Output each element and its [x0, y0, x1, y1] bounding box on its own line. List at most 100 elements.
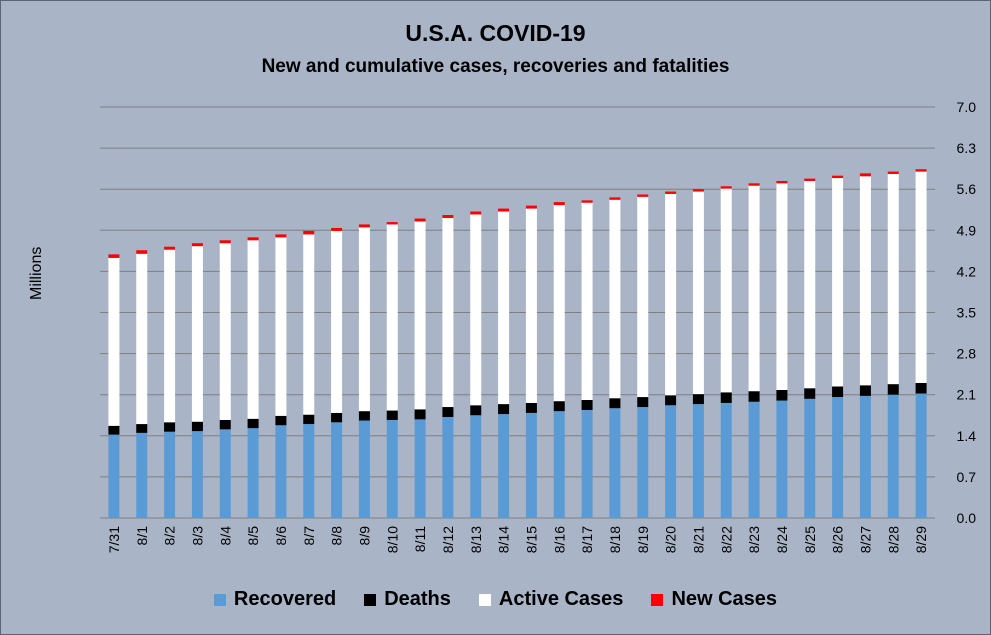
bar-new-cases	[191, 243, 203, 247]
bar-deaths	[692, 394, 704, 405]
bar-new-cases	[692, 189, 704, 192]
bar-deaths	[275, 415, 287, 426]
bar-deaths	[442, 407, 454, 418]
bar-recovered	[776, 400, 788, 518]
x-tick-label: 8/6	[273, 526, 289, 546]
bar-recovered	[247, 428, 259, 518]
bar-deaths	[581, 399, 593, 410]
legend-swatch-recovered	[213, 593, 226, 606]
x-tick-label: 8/26	[830, 526, 846, 553]
bar-recovered	[386, 419, 398, 518]
bar-recovered	[915, 393, 927, 518]
bar-active-cases	[553, 205, 565, 402]
bar-recovered	[887, 394, 899, 518]
bar-active-cases	[164, 249, 176, 423]
x-tick-label: 8/20	[663, 526, 679, 553]
bar-deaths	[887, 384, 899, 395]
bar-active-cases	[859, 176, 871, 386]
y-tick-label: 0.7	[957, 469, 977, 485]
bar-deaths	[553, 401, 565, 412]
bar-active-cases	[442, 217, 454, 408]
bar-deaths	[414, 409, 426, 420]
bar-new-cases	[637, 194, 649, 197]
bar-active-cases	[748, 185, 760, 392]
bar-active-cases	[915, 171, 927, 383]
bar-active-cases	[609, 199, 621, 399]
bar-recovered	[219, 429, 231, 518]
bar-deaths	[191, 421, 203, 432]
x-tick-label: 8/27	[857, 526, 873, 553]
bar-recovered	[275, 425, 287, 518]
bar-deaths	[358, 411, 370, 421]
x-tick-label: 8/18	[607, 526, 623, 553]
legend-item-active-cases: Active Cases	[478, 588, 624, 611]
bar-active-cases	[219, 243, 231, 420]
bar-active-cases	[637, 196, 649, 398]
x-tick-label: 8/8	[329, 526, 345, 546]
bar-recovered	[804, 398, 816, 518]
x-tick-label: 8/2	[162, 526, 178, 546]
x-tick-label: 8/17	[579, 526, 595, 553]
bar-recovered	[108, 434, 120, 518]
bar-active-cases	[887, 173, 899, 385]
bar-recovered	[665, 405, 677, 518]
y-tick-label: 2.8	[957, 346, 977, 362]
x-tick-label: 8/29	[913, 526, 929, 553]
bar-active-cases	[414, 221, 426, 410]
bar-active-cases	[358, 227, 370, 412]
bar-new-cases	[804, 178, 816, 181]
bar-active-cases	[275, 237, 287, 416]
bar-new-cases	[609, 197, 621, 200]
bar-recovered	[358, 420, 370, 518]
bar-recovered	[442, 417, 454, 518]
legend-swatch-active-cases	[478, 593, 491, 606]
bar-recovered	[859, 395, 871, 518]
x-tick-label: 8/12	[440, 526, 456, 553]
bar-deaths	[386, 410, 398, 420]
bar-recovered	[748, 401, 760, 518]
bar-recovered	[470, 415, 482, 518]
bar-recovered	[720, 402, 732, 518]
y-tick-label: 5.6	[957, 181, 977, 197]
bar-deaths	[108, 425, 120, 435]
y-tick-label: 6.3	[957, 140, 977, 156]
bar-recovered	[609, 408, 621, 518]
bar-active-cases	[136, 253, 148, 425]
legend-label-active-cases: Active Cases	[498, 588, 624, 610]
bar-new-cases	[581, 200, 593, 203]
bar-new-cases	[414, 218, 426, 222]
bar-new-cases	[386, 222, 398, 225]
y-tick-label: 2.1	[957, 387, 977, 403]
bar-deaths	[525, 402, 537, 413]
legend-label-new-cases: New Cases	[671, 588, 778, 610]
bar-active-cases	[525, 208, 537, 403]
bar-new-cases	[915, 169, 927, 172]
legend-item-deaths: Deaths	[364, 588, 451, 611]
x-tick-label: 8/14	[496, 526, 512, 553]
bar-new-cases	[748, 183, 760, 186]
bar-new-cases	[358, 224, 370, 228]
x-tick-label: 8/11	[412, 526, 428, 552]
bar-deaths	[164, 422, 176, 432]
bar-new-cases	[275, 234, 287, 238]
legend-label-recovered: Recovered	[233, 588, 337, 610]
bar-new-cases	[136, 250, 148, 254]
bar-recovered	[331, 422, 343, 518]
x-tick-label: 7/31	[106, 526, 122, 553]
bar-new-cases	[887, 171, 899, 174]
bar-active-cases	[386, 224, 398, 411]
chart-subtitle: New and cumulative cases, recoveries and…	[261, 56, 730, 77]
x-tick-label: 8/19	[635, 526, 651, 553]
bar-new-cases	[665, 191, 677, 194]
x-tick-label: 8/24	[774, 526, 790, 553]
bar-new-cases	[247, 237, 259, 241]
bar-new-cases	[859, 173, 871, 177]
bar-recovered	[637, 407, 649, 518]
legend-swatch-deaths	[364, 593, 377, 606]
bar-recovered	[498, 414, 510, 518]
y-tick-label: 0.0	[957, 510, 977, 526]
bar-active-cases	[191, 246, 203, 422]
y-tick-label: 4.2	[957, 263, 977, 279]
bar-active-cases	[832, 178, 844, 387]
